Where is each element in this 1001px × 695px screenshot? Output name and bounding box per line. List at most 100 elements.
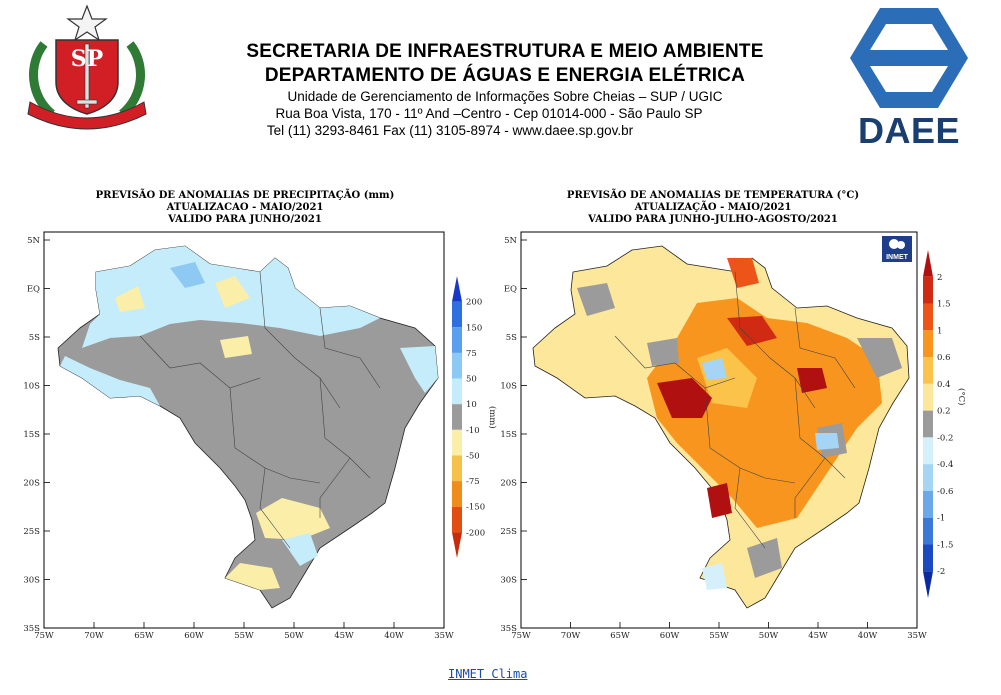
precip-colorbar-level: -200: [466, 528, 485, 538]
inmet-clima-link[interactable]: INMET Clima: [448, 667, 528, 681]
temp-lon-ticks: 75W 70W 65W 60W 55W 50W 45W 40W 35W: [511, 622, 927, 638]
precip-colorbar-swatch: [452, 327, 462, 353]
precip-colorbar-swatch: [452, 404, 462, 430]
precip-dry-patch-1: [115, 286, 145, 312]
temp-lon-tick-label: 60W: [660, 631, 680, 638]
temp-cold-anomaly-3: [702, 563, 727, 590]
inmet-badge: INMET: [882, 236, 912, 262]
temp-colorbar-level: 1.5: [937, 300, 951, 310]
precip-dry-patch-5: [225, 563, 280, 590]
temp-colorbar-level: 1: [937, 326, 942, 336]
precip-colorbar-level: -10: [466, 426, 480, 436]
precip-colorbar-swatch: [452, 455, 462, 482]
header-unit: Unidade de Gerenciamento de Informações …: [287, 89, 723, 104]
precip-colorbar-bottom-arrow: [452, 532, 462, 558]
precip-lat-tick-label: 25S: [23, 527, 40, 537]
temp-lat-tick-label: 20S: [500, 479, 517, 489]
precip-title-line3: VALIDO PARA JUNHO/2021: [168, 214, 322, 225]
precip-lon-tick-label: 65W: [134, 631, 154, 638]
precip-wet-south: [282, 533, 318, 566]
temp-colorbar-swatch: [923, 357, 933, 384]
temp-lon-tick-label: 45W: [808, 631, 828, 638]
temp-colorbar-level: 0.6: [937, 353, 951, 363]
sao-paulo-state-seal: SP: [22, 4, 152, 130]
precip-lat-tick-label: 5N: [27, 236, 40, 246]
precip-lat-ticks: 5N EQ 5S 10S 15S 20S 25S 30S 35S: [23, 236, 50, 634]
precip-lat-tick-label: 15S: [23, 430, 40, 440]
precip-colorbar-swatch: [452, 352, 462, 379]
temp-lon-tick-label: 75W: [511, 631, 531, 638]
temp-colorbar: 2 1.5 1 0.6 0.4 0.2 -0.2 -0.4 -0.6 -1 -1.5 -2: [923, 250, 953, 598]
precip-lat-tick-label: EQ: [27, 285, 40, 295]
daee-logo-text: DAEE: [857, 110, 961, 151]
temp-lat-tick-label: 5N: [504, 236, 517, 246]
temp-colorbar-swatch: [923, 517, 933, 545]
temp-colorbar-bottom-arrow: [923, 571, 933, 598]
precip-colorbar-swatch: [452, 301, 462, 328]
temp-hot-spot-northeast: [797, 368, 827, 393]
precip-lat-tick-label: 5S: [29, 333, 40, 343]
temp-hot-spot-amapa: [727, 258, 759, 288]
temp-colorbar-swatch: [923, 276, 933, 304]
temp-neutral-northeast: [857, 338, 902, 378]
temp-lat-tick-label: 10S: [500, 382, 517, 392]
temp-colorbar-swatch: [923, 303, 933, 331]
temp-colorbar-level: -0.4: [937, 460, 953, 470]
temp-lon-tick-label: 70W: [561, 631, 581, 638]
temp-colorbar-swatch: [923, 437, 933, 465]
precip-colorbar-swatch: [452, 429, 462, 456]
precip-lon-tick-label: 45W: [334, 631, 354, 638]
precip-lat-tick-label: 10S: [23, 382, 40, 392]
temp-neutral-south: [747, 538, 782, 578]
precip-lon-tick-label: 60W: [184, 631, 204, 638]
temp-colorbar-swatch: [923, 383, 933, 411]
temp-state-borders: [614, 271, 856, 549]
temp-colorbar-swatch: [923, 464, 933, 491]
precip-lon-ticks: 75W 70W 65W 60W 55W 50W 45W 40W 35W: [34, 622, 454, 638]
precip-dry-patch-2: [215, 276, 250, 308]
precip-colorbar-level: 200: [466, 298, 482, 308]
precip-colorbar-level: -50: [466, 451, 480, 461]
precip-lon-tick-label: 55W: [234, 631, 254, 638]
temp-lat-ticks: 5N EQ 5S 10S 15S 20S 25S 30S 35S: [500, 236, 527, 634]
temp-colorbar-level: -1: [937, 514, 945, 524]
temp-title-line3: VALIDO PARA JUNHO-JULHO-AGOSTO/2021: [588, 214, 838, 225]
precip-map-title: PREVISÃO DE ANOMALIAS DE PRECIPITAÇÃO (m…: [80, 190, 410, 226]
header-title-line2: DEPARTAMENTO DE ÁGUAS E ENERGIA ELÉTRICA: [264, 65, 746, 86]
temp-colorbar-level: -1.5: [937, 540, 953, 550]
precip-colorbar-swatch: [452, 481, 462, 507]
temp-lat-tick-label: 5S: [506, 333, 517, 343]
precip-title-line1: PREVISÃO DE ANOMALIAS DE PRECIPITAÇÃO (m…: [95, 190, 395, 201]
header-text-block: SECRETARIA DE INFRAESTRUTURA E MEIO AMBI…: [160, 40, 850, 139]
precip-lon-tick-label: 75W: [34, 631, 54, 638]
temp-colorbar-swatch: [923, 490, 933, 518]
header-address: Rua Boa Vista, 170 - 11º And –Centro - C…: [275, 106, 703, 121]
precip-anomaly-map: 5N EQ 5S 10S 15S 20S 25S 30S 35S 75W 70W 65W 60W 55W…: [23, 231, 498, 638]
temp-colorbar-swatch: [923, 544, 933, 572]
temp-cold-anomaly-1: [702, 358, 727, 380]
precip-lat-tick-label: 30S: [23, 576, 40, 586]
precip-colorbar-level: 150: [466, 323, 482, 333]
temp-lat-tick-label: 30S: [500, 576, 517, 586]
precip-colorbar-swatch: [452, 506, 462, 533]
temp-neutral-amazon: [647, 338, 679, 366]
temp-colorbar-level: -0.6: [937, 487, 953, 497]
precip-colorbar-swatch: [452, 378, 462, 405]
temp-neutral-northwest: [577, 283, 615, 316]
temp-colorbar-swatch: [923, 330, 933, 358]
temp-colorbar-level: 0.2: [937, 407, 951, 417]
inmet-badge-text: INMET: [886, 254, 909, 261]
precip-colorbar-top-arrow: [452, 276, 462, 302]
precip-colorbar-level: -75: [466, 477, 480, 487]
temp-colorbar-level: 2: [937, 273, 942, 283]
precip-title-line2: ATUALIZACAO - MAIO/2021: [166, 202, 324, 213]
temp-title-line1: PREVISÃO DE ANOMALIAS DE TEMPERATURA (°C…: [566, 190, 860, 201]
precip-colorbar-level: 75: [466, 349, 477, 359]
precip-dry-patch-4: [256, 498, 330, 540]
precip-lon-tick-label: 40W: [384, 631, 404, 638]
temp-lat-tick-label: 15S: [500, 430, 517, 440]
precip-state-borders: [139, 271, 381, 549]
temp-colorbar-top-arrow: [923, 250, 933, 277]
temp-colorbar-level: -2: [937, 567, 945, 577]
seal-letters: SP: [70, 46, 104, 72]
